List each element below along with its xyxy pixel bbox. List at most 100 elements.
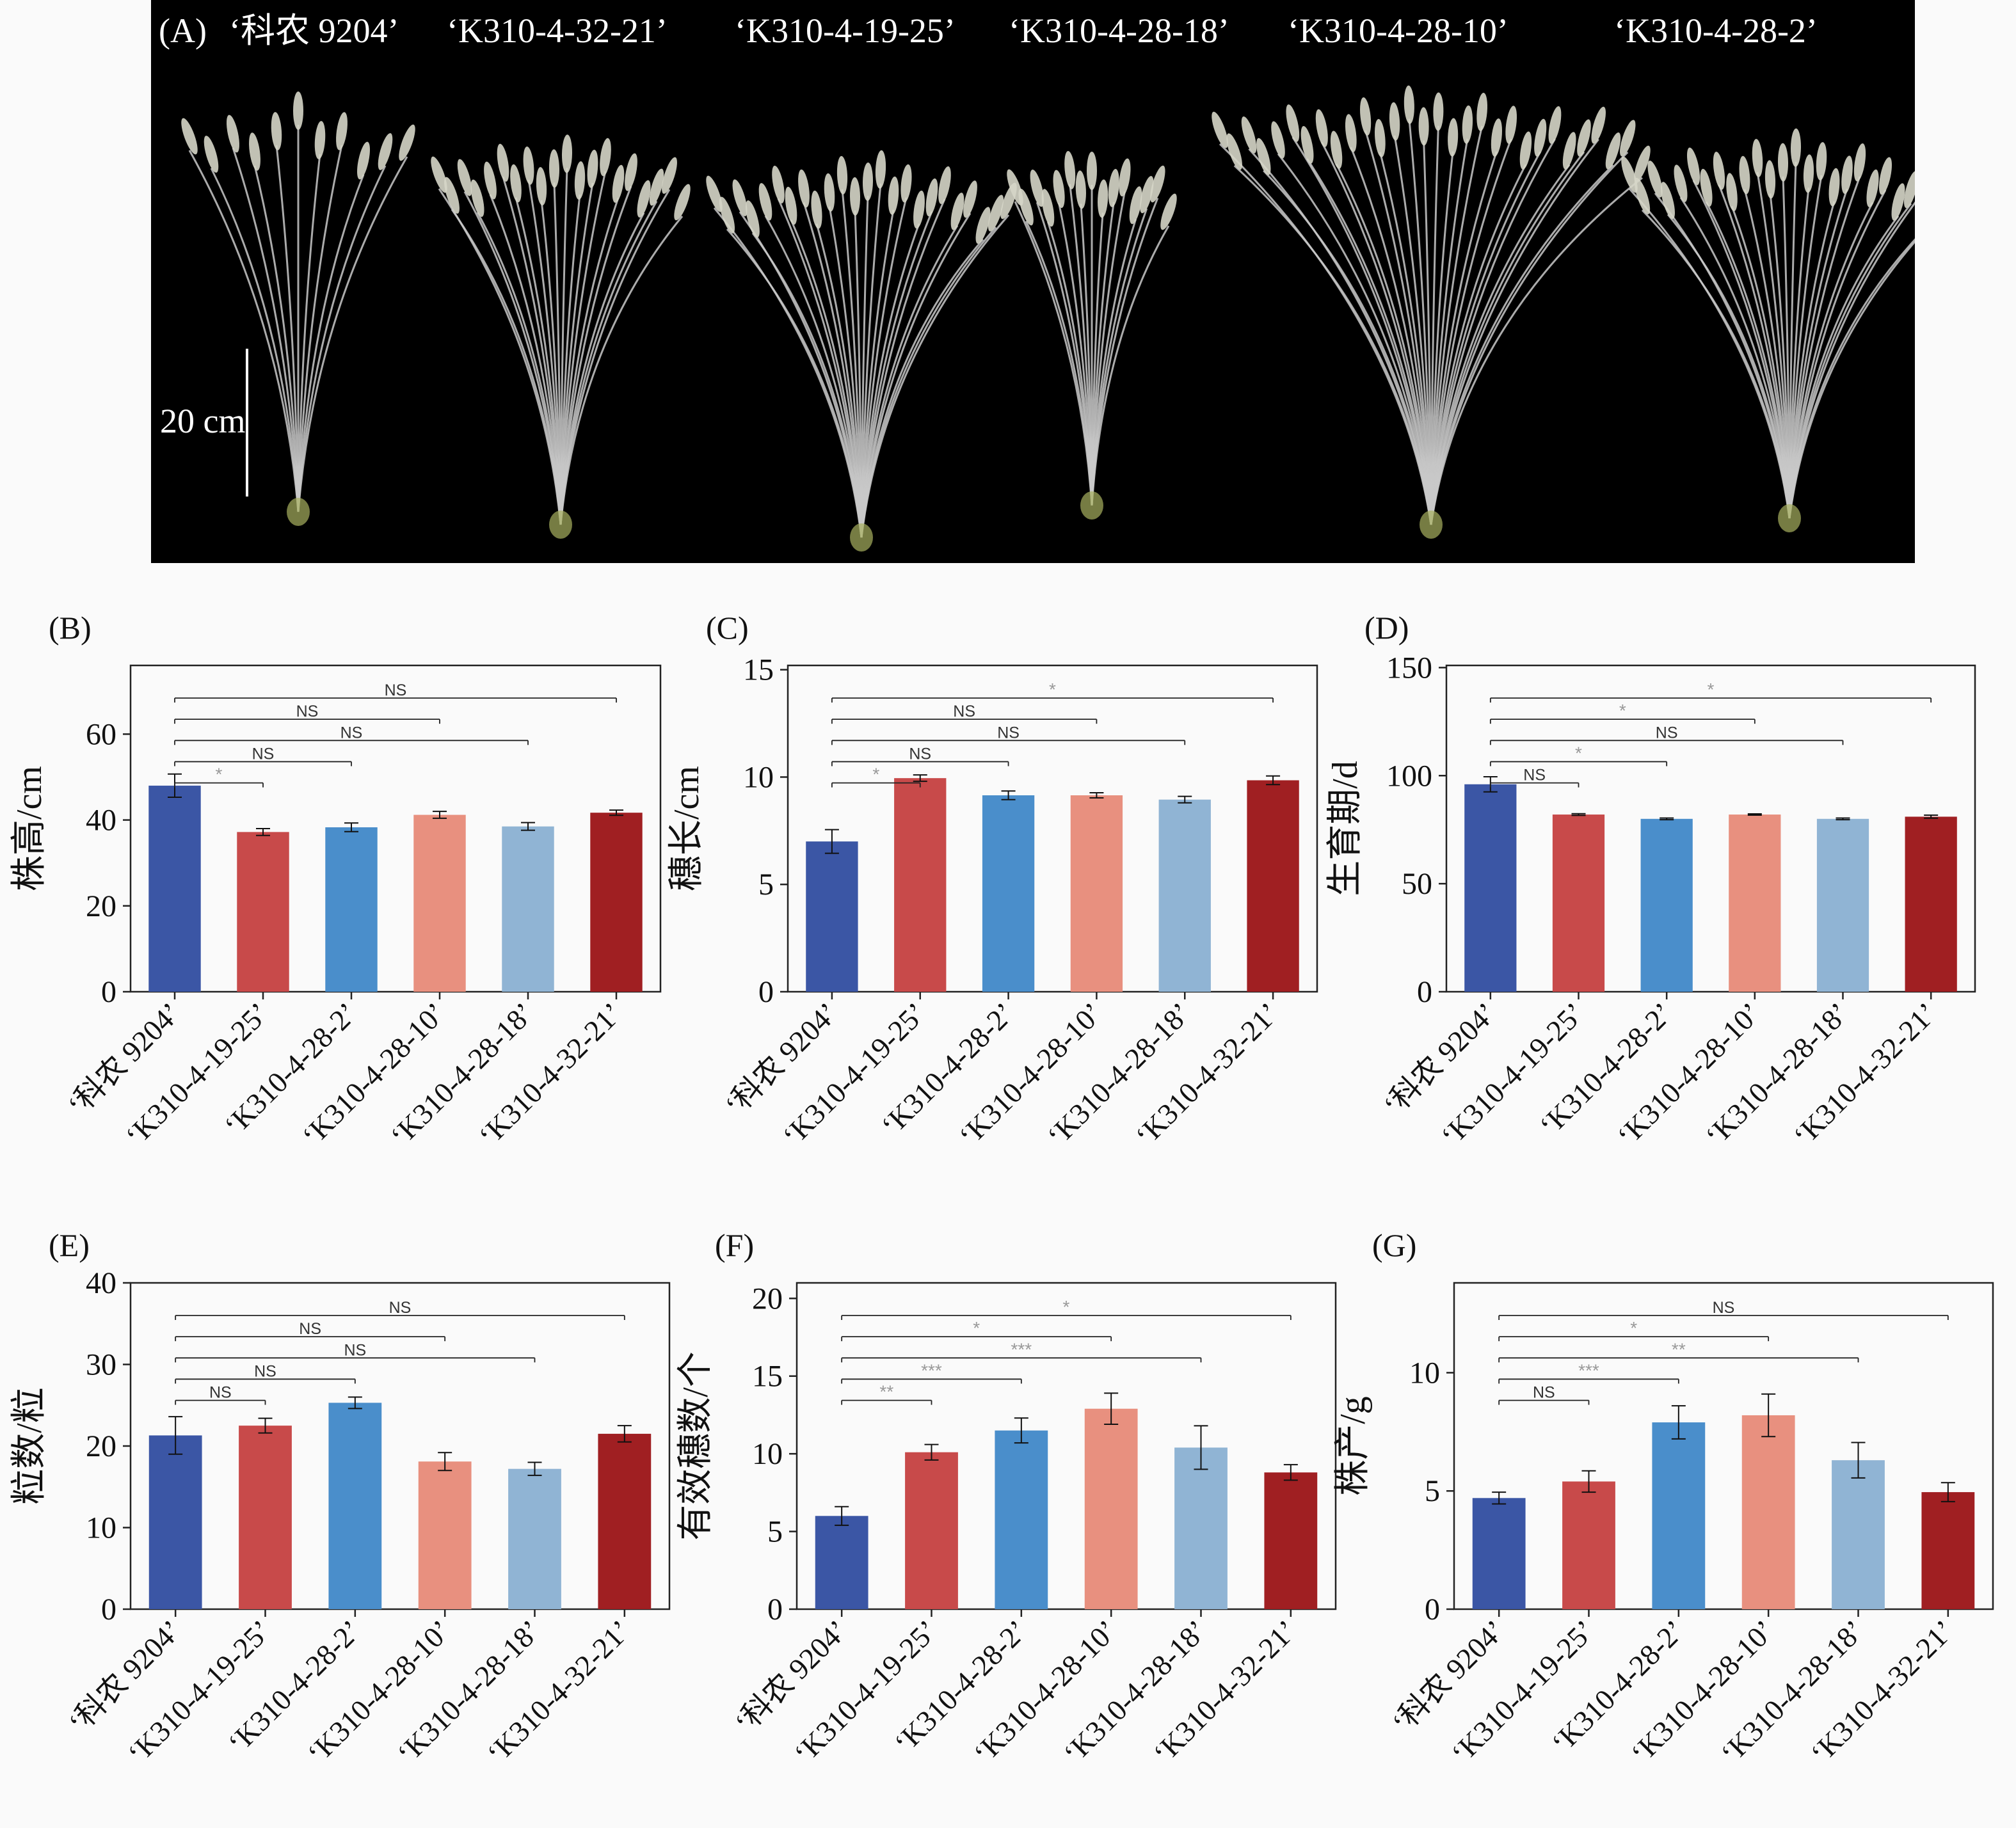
wheat-ear [649,168,664,206]
significance-label: NS [1533,1384,1555,1402]
significance-label: *** [1011,1339,1032,1359]
wheat-ear [950,193,964,230]
bar [1174,1447,1228,1609]
significance-label: NS [296,703,319,720]
wheat-ear [612,164,625,203]
plot-frame [129,1282,671,1610]
wheat-ear [746,200,760,238]
wheat-ear [1700,168,1713,207]
y-tick-label: 40 [86,1266,116,1300]
plant-stem [210,168,300,513]
panel-label: (B) [49,610,92,646]
plant-stem [860,214,1010,538]
wheat-ear [1548,106,1562,144]
plot-frame [1445,664,1976,993]
y-tick-label: 20 [86,1429,116,1463]
plant-4 [1007,150,1177,520]
photo-title-2: ‘K310-4-32-21’ [447,12,668,50]
wheat-ear [271,112,282,150]
wheat-ear [1462,105,1473,144]
wheat-ear [1686,147,1700,186]
wheat-ear [1713,152,1725,190]
wheat-ear [1119,158,1131,196]
bar [1464,784,1517,992]
wheat-ear [1374,118,1386,157]
bar [1264,1472,1318,1609]
plant-stem [188,150,300,513]
wheat-ear [875,150,886,189]
bar [982,795,1035,992]
plant-photo: (A) ‘科农 9204’ ‘K310-4-32-21’ ‘K310-4-19-… [159,12,1915,552]
y-tick-label: 0 [767,1593,783,1626]
y-tick-label: 15 [743,653,774,687]
significance-label: NS [209,1384,232,1402]
significance-label: NS [340,724,363,742]
wheat-ear [1752,139,1763,177]
plant-stem [1430,177,1643,525]
wheat-ear [625,153,637,191]
wheat-ear [600,138,611,177]
wheat-ear [1241,116,1257,154]
wheat-ear [1476,92,1488,131]
bar [1921,1492,1975,1609]
y-tick-label: 0 [1417,975,1432,1009]
bar [508,1468,561,1609]
wheat-ear [1841,155,1853,194]
wheat-ear [204,136,219,173]
plant-root [1778,504,1801,532]
plant-2 [431,134,691,539]
wheat-ear [1300,125,1314,164]
wheat-ear [888,176,899,215]
bar [590,813,643,992]
wheat-ear [798,169,810,208]
y-tick-label: 40 [86,804,116,838]
wheat-ear [548,149,560,188]
bar [1816,818,1869,992]
wheat-ear [1878,157,1892,195]
wheat-ear [181,118,198,155]
wheat-ear [536,167,547,206]
y-tick-label: 0 [101,1593,116,1626]
wheat-ear [293,91,303,130]
bar [325,827,378,992]
bar [894,778,947,992]
significance-label: * [1630,1318,1637,1338]
wheat-ear [1621,156,1638,193]
wheat-ear [706,175,723,212]
y-tick-label: 60 [86,717,116,751]
y-axis-label: 株高/cm [10,766,49,891]
wheat-ear [1647,160,1663,198]
bar [413,815,466,992]
panel-label: (F) [715,1227,754,1263]
significance-label: * [1049,680,1056,699]
y-axis-label: 穗长/cm [667,766,707,891]
bar [148,1435,202,1609]
plant-root [549,511,572,539]
y-tick-label: 20 [86,889,116,923]
wheat-ear [1404,85,1414,124]
plant-stem [1788,240,1915,519]
y-tick-label: 10 [743,760,774,794]
wheat-ear [1866,169,1879,207]
plant-root [1420,511,1443,539]
wheat-ear [732,179,748,217]
significance-label: NS [1713,1299,1735,1317]
plant-stem [1091,225,1170,506]
wheat-ear [925,178,938,217]
wheat-ear [1087,152,1097,190]
y-tick-label: 5 [1425,1474,1440,1508]
wheat-ear [862,162,874,201]
wheat-ear [758,183,772,221]
wheat-ear [1634,145,1651,182]
y-tick-label: 15 [752,1360,783,1394]
wheat-ear [913,190,925,229]
wheat-ear [1150,165,1165,203]
plant-3 [706,150,1017,552]
plant-root [850,523,873,552]
significance-label: NS [1523,767,1546,784]
wheat-ear [226,115,240,153]
wheat-ear [1129,186,1142,225]
wheat-ear [1108,168,1119,207]
y-tick-label: 20 [752,1282,783,1315]
